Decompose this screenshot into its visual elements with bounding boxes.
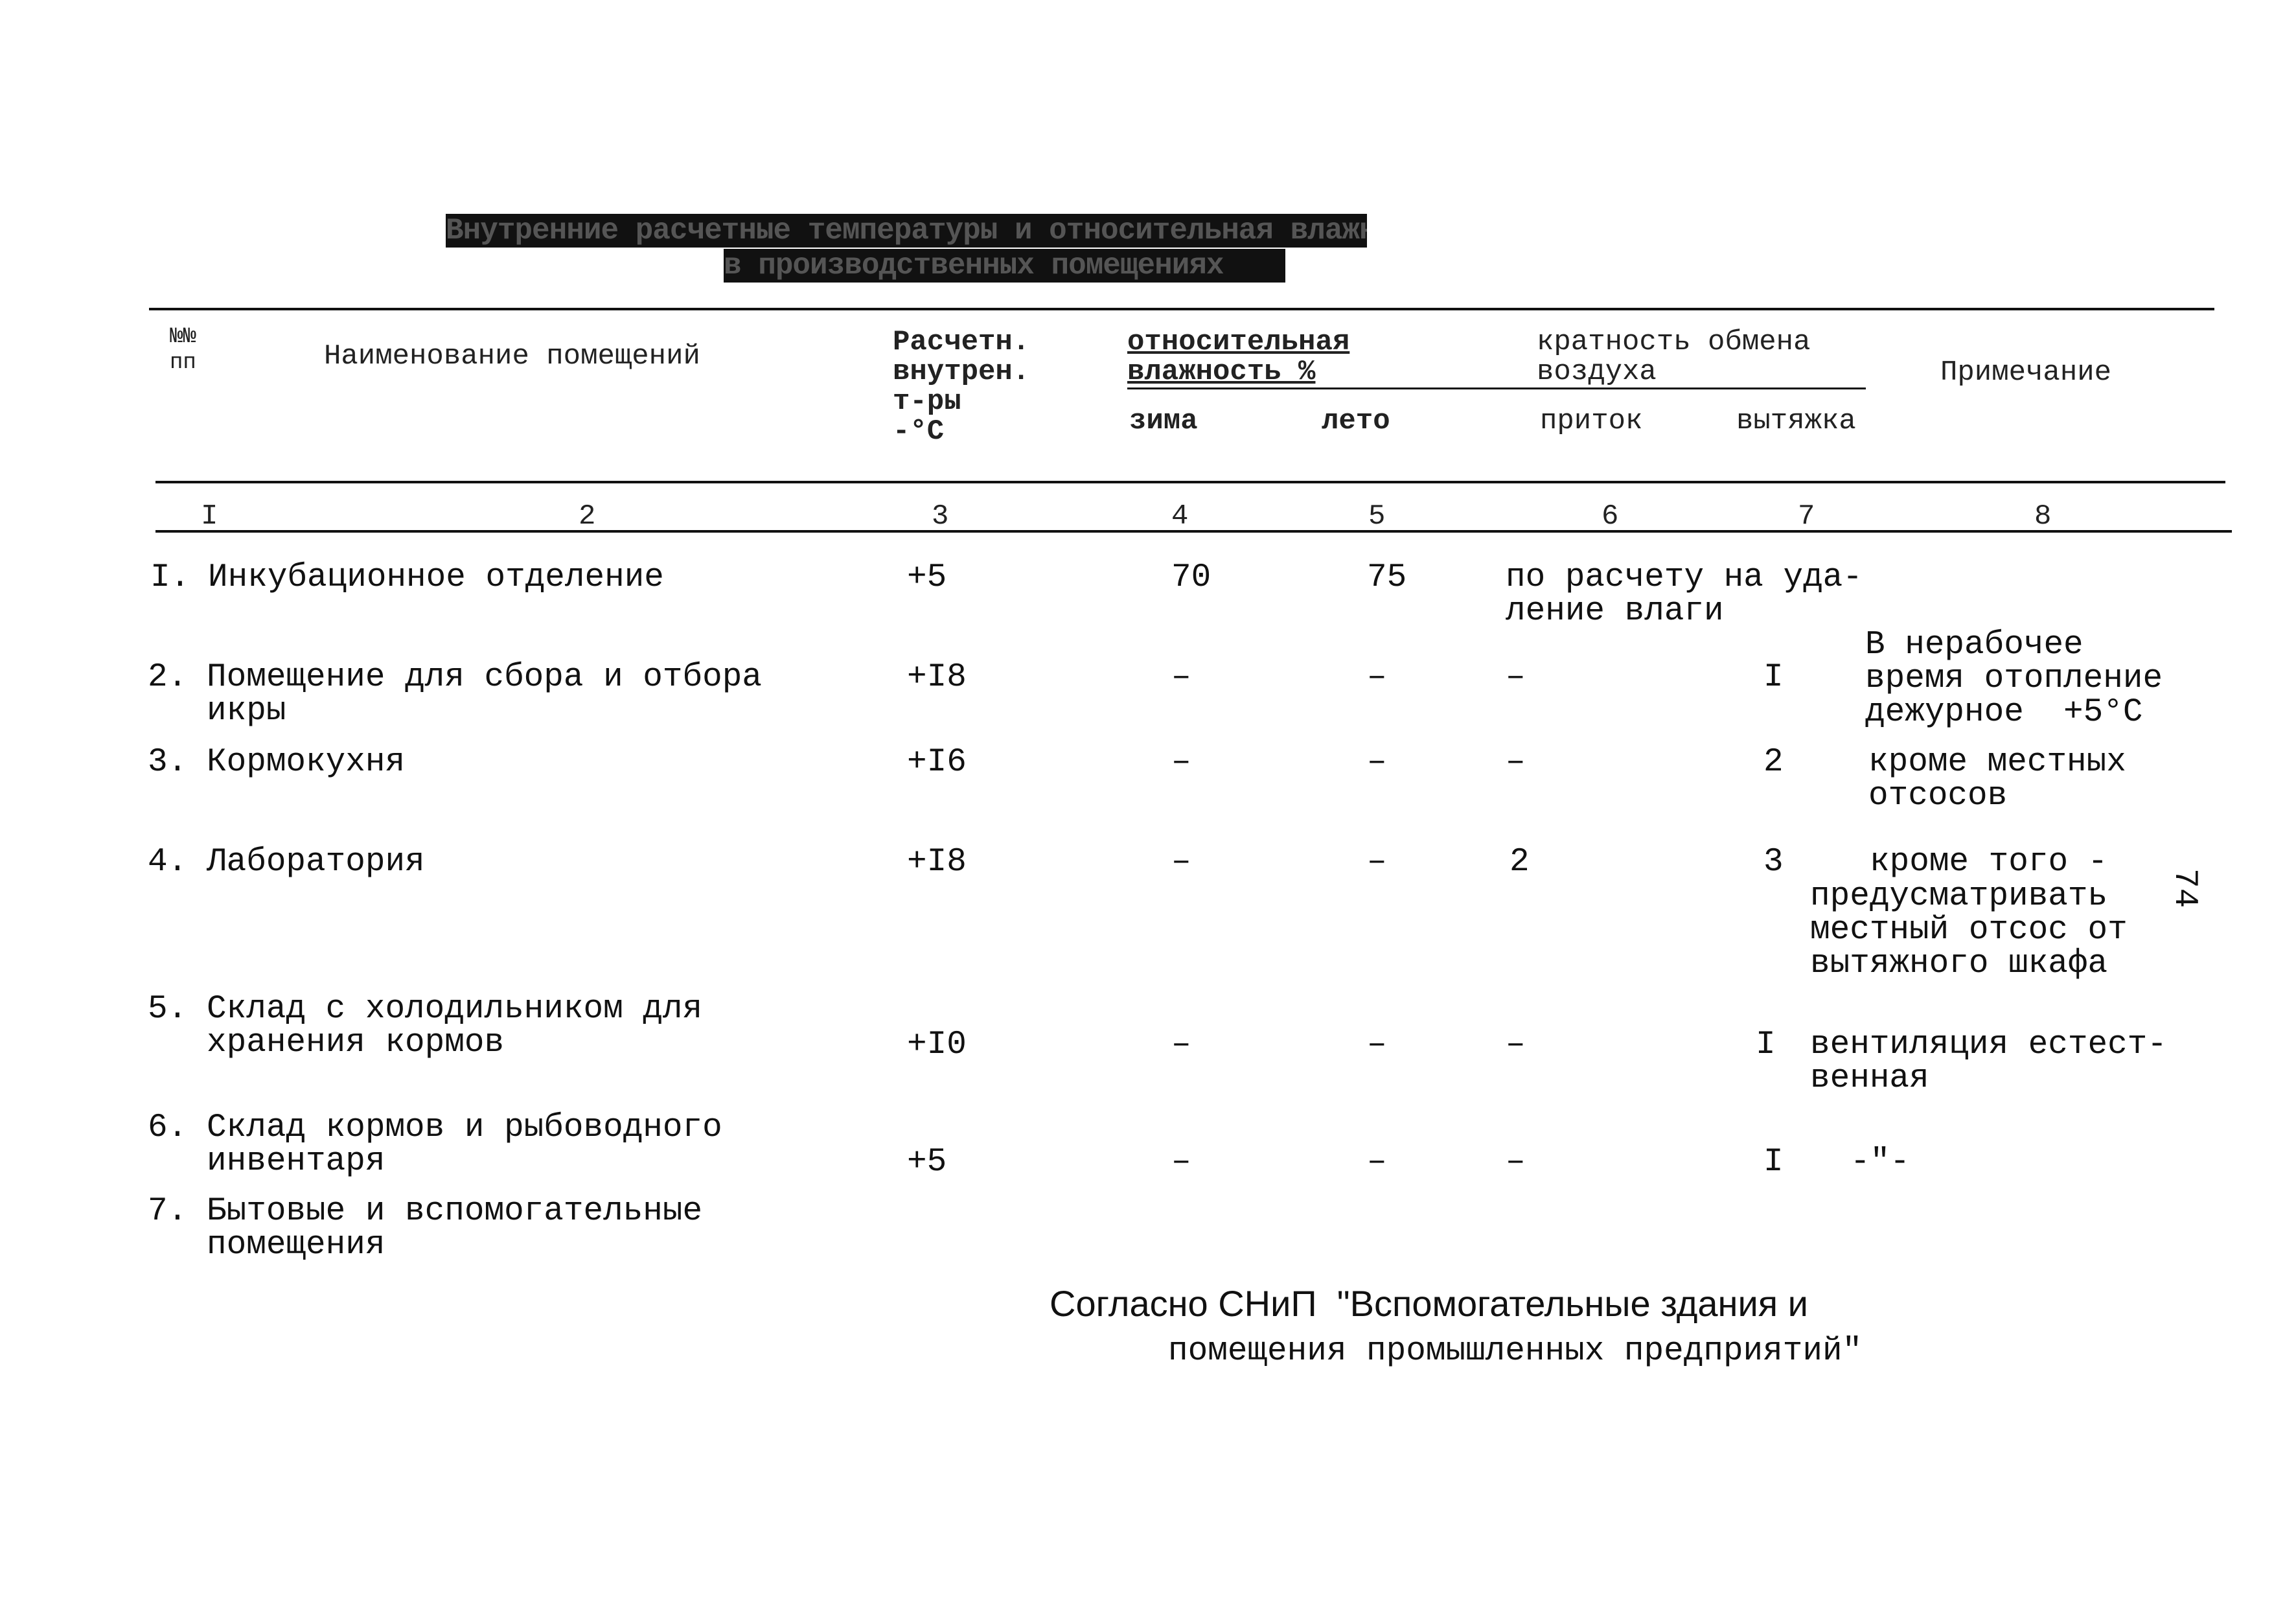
table-title-line2: в производственных помещениях [724, 249, 1285, 283]
row-summer: – [1367, 1026, 1387, 1063]
row-summer: – [1367, 659, 1387, 696]
row-note-first: кроме того - [1870, 844, 2108, 881]
col-number: 3 [932, 500, 949, 533]
col-number: 6 [1601, 500, 1619, 533]
row-summer: – [1367, 844, 1387, 881]
row-exhaust: I [1763, 1144, 1784, 1181]
row-note: кроме местных отсосов [1868, 744, 2126, 815]
header-winter: зима [1129, 405, 1198, 437]
row-summer: 75 [1367, 559, 1407, 596]
col-number: 2 [579, 500, 596, 533]
row-exhaust: 3 [1763, 844, 1784, 881]
col-number: 4 [1171, 500, 1189, 533]
col-number: 8 [2034, 500, 2052, 533]
row-name: Лаборатория [207, 844, 425, 881]
page-number: 74 [2166, 868, 2203, 908]
row-name: Склад кормов и рыбоводного инвентаря [207, 1109, 722, 1180]
row-winter: – [1171, 1026, 1191, 1063]
row-summer: – [1367, 1144, 1387, 1181]
row-exhaust: 2 [1763, 744, 1784, 781]
row-exhaust: I [1756, 1026, 1776, 1063]
header-air-exchange: кратность обмена воздуха [1537, 326, 1811, 388]
row-temp: +5 [907, 559, 947, 596]
row-num: I. [150, 559, 190, 596]
row-num: 3. [148, 744, 188, 781]
row-supply: 2 [1510, 844, 1530, 881]
row-note: В нерабочее время отопление дежурное +5°… [1865, 627, 2163, 731]
row-num: 4. [148, 844, 188, 881]
col-number: 7 [1798, 500, 1815, 533]
header-num: №№ пп [170, 325, 196, 375]
row-supply: – [1506, 1026, 1526, 1063]
row-winter: – [1171, 659, 1191, 696]
row-winter: – [1171, 844, 1191, 881]
row-name: Кормокухня [207, 744, 406, 781]
footer-line1: Согласно СНиП "Вспомогательные здания и [1050, 1283, 1808, 1324]
row-temp: +I0 [907, 1026, 967, 1063]
header-rule [155, 481, 2225, 483]
row-supply: – [1506, 744, 1526, 781]
table-title-line1: Внутренние расчетные температуры и относ… [446, 214, 1367, 248]
row-temp: +I8 [907, 844, 967, 881]
row-note: вентиляция естест- венная [1810, 1026, 2167, 1097]
header-group-rule [1127, 387, 1866, 389]
column-number-rule [155, 530, 2232, 533]
header-note: Примечание [1940, 356, 2112, 389]
row-summer: – [1367, 744, 1387, 781]
row-name: Бытовые и вспомогательные помещения [207, 1193, 703, 1264]
footer-line2: помещения промышленных предприятий" [1168, 1333, 1863, 1370]
row-supply: – [1506, 1144, 1526, 1181]
row-num: 7. [148, 1193, 188, 1230]
header-supply: приток [1540, 405, 1643, 437]
header-summer: лето [1322, 405, 1390, 437]
row-name: Инкубационное отделение [208, 559, 664, 596]
col-number: I [201, 500, 218, 533]
row-winter: – [1171, 744, 1191, 781]
row-num: 6. [148, 1109, 188, 1146]
row-supply: по расчету на уда- ление влаги [1506, 559, 1863, 630]
row-winter: – [1171, 1144, 1191, 1181]
col-number: 5 [1368, 500, 1386, 533]
row-note: -"- [1850, 1144, 1910, 1181]
row-name: Склад с холодильником для хранения кормо… [207, 991, 703, 1061]
header-temp: Расчетн. внутрен. т-ры -°С [893, 326, 1030, 448]
row-name: Помещение для сбора и отбора икры [207, 659, 762, 730]
row-num: 5. [148, 991, 188, 1028]
row-winter: 70 [1171, 559, 1211, 596]
row-note: предусматривать местный отсос от вытяжно… [1810, 878, 2128, 982]
row-exhaust: I [1763, 659, 1784, 696]
row-temp: +I6 [907, 744, 967, 781]
header-name: Наименование помещений [324, 340, 700, 373]
header-exhaust: вытяжка [1736, 405, 1856, 437]
row-supply: – [1506, 659, 1526, 696]
row-temp: +5 [907, 1144, 947, 1181]
row-temp: +I8 [907, 659, 967, 696]
header-humidity: относительная влажность % [1127, 326, 1350, 388]
top-rule [149, 308, 2214, 310]
row-num: 2. [148, 659, 188, 696]
